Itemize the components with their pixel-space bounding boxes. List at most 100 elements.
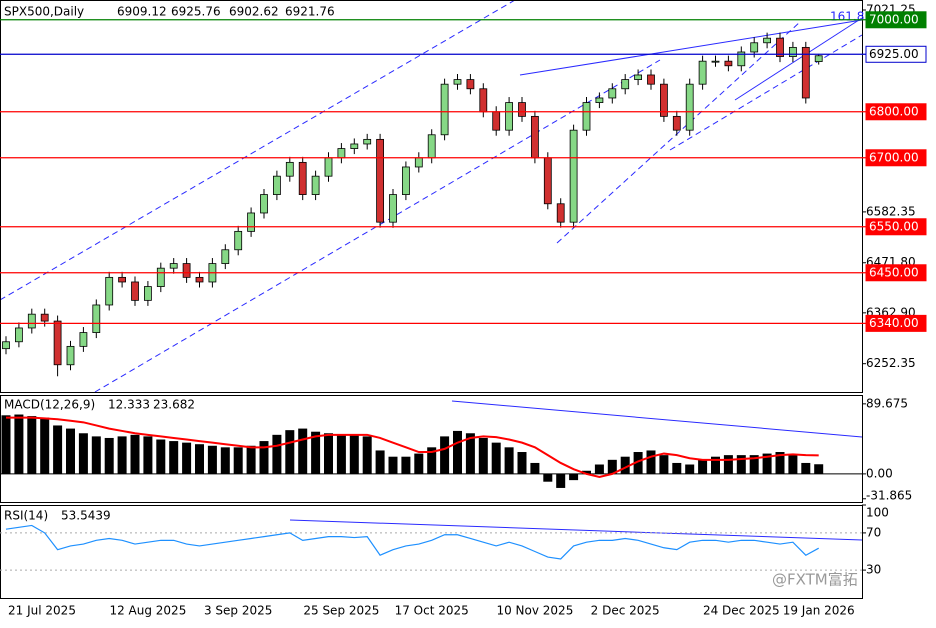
candle-body [376, 138, 385, 223]
watermark: @FXTM富拓 [772, 571, 858, 589]
macd-bar [453, 430, 462, 474]
macd-bar [53, 425, 63, 474]
rsi-line [5, 524, 819, 560]
macd-bar [272, 434, 282, 474]
macd-bar [672, 462, 682, 474]
level-label-box [865, 314, 927, 332]
macd-bar [298, 428, 308, 474]
signal-value: 23.682 [153, 398, 195, 412]
macd-bar [646, 450, 656, 474]
y-tick-label: -31.865 [866, 489, 912, 503]
x-tick-label: 25 Sep 2025 [303, 604, 379, 618]
macd-bar [788, 454, 798, 474]
macd-bar [207, 445, 217, 474]
candle-body [53, 320, 62, 366]
candle-body [337, 148, 346, 159]
macd-bar [233, 447, 243, 474]
candle-body [105, 276, 114, 306]
macd-bar [517, 452, 527, 474]
macd-bar [285, 430, 295, 474]
macd-bar [556, 473, 566, 488]
macd-bar [530, 462, 540, 474]
trend-line [519, 54, 646, 76]
candle-body [427, 134, 436, 159]
close-value: 6921.76 [285, 5, 335, 19]
candle-body [647, 74, 655, 85]
candle-body [479, 88, 488, 113]
candle-body [698, 60, 707, 85]
macd-bar [324, 433, 333, 474]
macd-bar [401, 456, 411, 474]
candle-body [324, 157, 333, 177]
trend-lines [0, 0, 863, 541]
macd-bar [91, 436, 101, 474]
macd-bar [143, 436, 153, 474]
candle-body [660, 83, 668, 117]
open-value: 6909.12 [117, 5, 167, 19]
fib-label: 161.8 [830, 10, 864, 24]
candle-body [195, 276, 204, 283]
candle-body [789, 46, 797, 57]
candle-body [14, 327, 23, 343]
y-tick-label: 100 [866, 506, 889, 520]
x-tick-label: 24 Dec 2025 [703, 604, 780, 618]
candle-body [131, 281, 139, 301]
candle-body [350, 143, 359, 149]
y-tick-label: 89.675 [866, 396, 908, 410]
candle-body [182, 263, 191, 278]
candle-body [595, 97, 604, 103]
macd-bar [130, 434, 140, 474]
macd-bar [259, 441, 269, 474]
low-value: 6902.62 [229, 5, 279, 19]
x-tick-label: 3 Sep 2025 [204, 604, 272, 618]
macd-bar [66, 428, 75, 474]
candle-body [79, 332, 88, 347]
price-panel-border [0, 0, 863, 393]
macd-bar [336, 434, 346, 474]
candle-body [453, 79, 462, 85]
candle-body [621, 79, 630, 90]
candle-body [272, 175, 281, 195]
label-bg [2, 397, 198, 411]
macd-bar [427, 447, 437, 474]
candle-body [363, 138, 372, 145]
candle-body [298, 161, 307, 195]
macd-panel-border [0, 395, 863, 503]
macd-bar [504, 447, 514, 474]
macd-bar [491, 442, 501, 474]
macd-bar [620, 456, 630, 474]
macd-bar [1, 415, 11, 474]
macd-bar [440, 436, 450, 474]
macd-bar [375, 450, 385, 474]
macd-bar [27, 416, 37, 474]
candle-body [737, 51, 746, 67]
indicator-title: MACD(12,26,9) [4, 398, 95, 412]
candle-body [27, 313, 36, 329]
candle-body [711, 60, 720, 63]
candle-body [556, 203, 565, 223]
macd-bar [78, 433, 88, 474]
macd-bar [723, 455, 733, 474]
macd-bar [569, 473, 579, 481]
level-label: 6340.00 [869, 316, 919, 330]
macd-bar [685, 464, 695, 474]
candle-body [66, 345, 75, 366]
trend-line [644, 19, 863, 56]
macd-bar [814, 464, 824, 474]
macd-bar [246, 445, 256, 474]
macd-bar [156, 439, 166, 474]
macd-bar [711, 456, 720, 474]
candle-body [505, 102, 514, 131]
level-label-box [865, 11, 927, 29]
macd-bar [169, 441, 179, 474]
high-value: 6925.76 [171, 5, 221, 19]
level-label-box [865, 149, 927, 167]
candle-body [401, 166, 410, 195]
macd-bar [388, 456, 398, 474]
x-tick-label: 19 Jan 2026 [783, 604, 855, 618]
trend-line [451, 400, 863, 438]
y-tick-label: 0.00 [866, 466, 893, 480]
candle-body [685, 83, 694, 131]
candle-body [118, 276, 126, 283]
